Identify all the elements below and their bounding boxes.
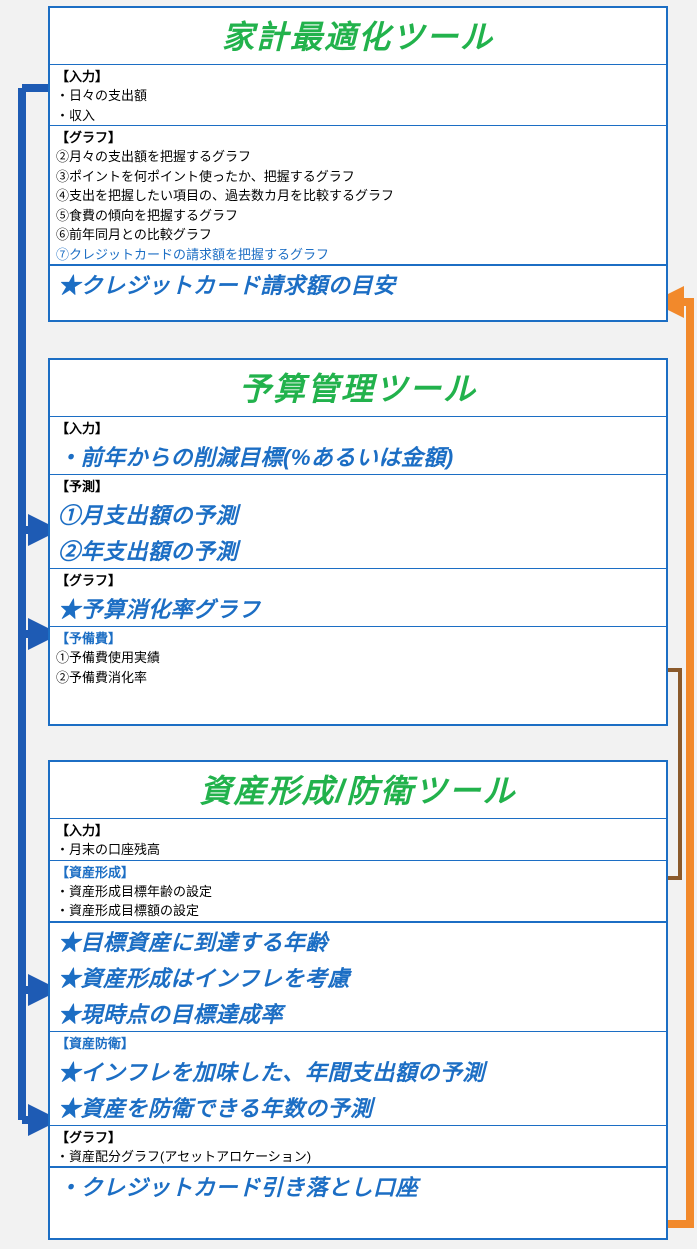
section-header: 【資産形成】 bbox=[50, 860, 666, 882]
box-title: 資産形成/防衛ツール bbox=[50, 762, 666, 818]
section-item: ・資産形成目標額の設定 bbox=[50, 901, 666, 921]
section-item: ・日々の支出額 bbox=[50, 86, 666, 106]
section-item: ②月々の支出額を把握するグラフ bbox=[50, 147, 666, 167]
highlight-row: 資産を防衛できる年数の予測 bbox=[50, 1089, 666, 1125]
box3: 資産形成/防衛ツール【入力】・月末の口座残高【資産形成】・資産形成目標年齢の設定… bbox=[48, 760, 668, 1240]
highlight-row: クレジットカード請求額の目安 bbox=[50, 264, 666, 302]
section-item: ②予備費消化率 bbox=[50, 668, 666, 688]
section-item: ⑦クレジットカードの請求額を把握するグラフ bbox=[50, 245, 666, 265]
diagram-canvas: 家計最適化ツール【入力】・日々の支出額・収入【グラフ】②月々の支出額を把握するグ… bbox=[0, 0, 697, 1249]
section-item: ⑤食費の傾向を把握するグラフ bbox=[50, 206, 666, 226]
box-title: 家計最適化ツール bbox=[50, 8, 666, 64]
section-header: 【資産防衛】 bbox=[50, 1031, 666, 1053]
highlight-row: 予算消化率グラフ bbox=[50, 590, 666, 626]
section-item: ①予備費使用実績 bbox=[50, 648, 666, 668]
section-item: ③ポイントを何ポイント使ったか、把握するグラフ bbox=[50, 167, 666, 187]
section-header: 【入力】 bbox=[50, 64, 666, 86]
section-header: 【グラフ】 bbox=[50, 125, 666, 147]
section-header: 【予備費】 bbox=[50, 626, 666, 648]
section-header: 【入力】 bbox=[50, 416, 666, 438]
section-item: ・月末の口座残高 bbox=[50, 840, 666, 860]
highlight-row: 資産形成はインフレを考慮 bbox=[50, 959, 666, 995]
section-header: 【グラフ】 bbox=[50, 1125, 666, 1147]
highlight-row: ①月支出額の予測 bbox=[50, 496, 666, 532]
section-item: ⑥前年同月との比較グラフ bbox=[50, 225, 666, 245]
section-header: 【予測】 bbox=[50, 474, 666, 496]
section-item: ・資産形成目標年齢の設定 bbox=[50, 882, 666, 902]
highlight-row: 目標資産に到達する年齢 bbox=[50, 921, 666, 959]
highlight-row: クレジットカード引き落とし口座 bbox=[50, 1166, 666, 1204]
highlight-row: 現時点の目標達成率 bbox=[50, 995, 666, 1031]
section-header: 【グラフ】 bbox=[50, 568, 666, 590]
highlight-row: インフレを加味した、年間支出額の予測 bbox=[50, 1053, 666, 1089]
highlight-row: 前年からの削減目標(%あるいは金額) bbox=[50, 438, 666, 474]
highlight-row: ②年支出額の予測 bbox=[50, 532, 666, 568]
section-item: ・収入 bbox=[50, 106, 666, 126]
box-title: 予算管理ツール bbox=[50, 360, 666, 416]
section-item: ・資産配分グラフ(アセットアロケーション) bbox=[50, 1147, 666, 1167]
section-item: ④支出を把握したい項目の、過去数カ月を比較するグラフ bbox=[50, 186, 666, 206]
box2: 予算管理ツール【入力】前年からの削減目標(%あるいは金額)【予測】①月支出額の予… bbox=[48, 358, 668, 726]
section-header: 【入力】 bbox=[50, 818, 666, 840]
box1: 家計最適化ツール【入力】・日々の支出額・収入【グラフ】②月々の支出額を把握するグ… bbox=[48, 6, 668, 322]
